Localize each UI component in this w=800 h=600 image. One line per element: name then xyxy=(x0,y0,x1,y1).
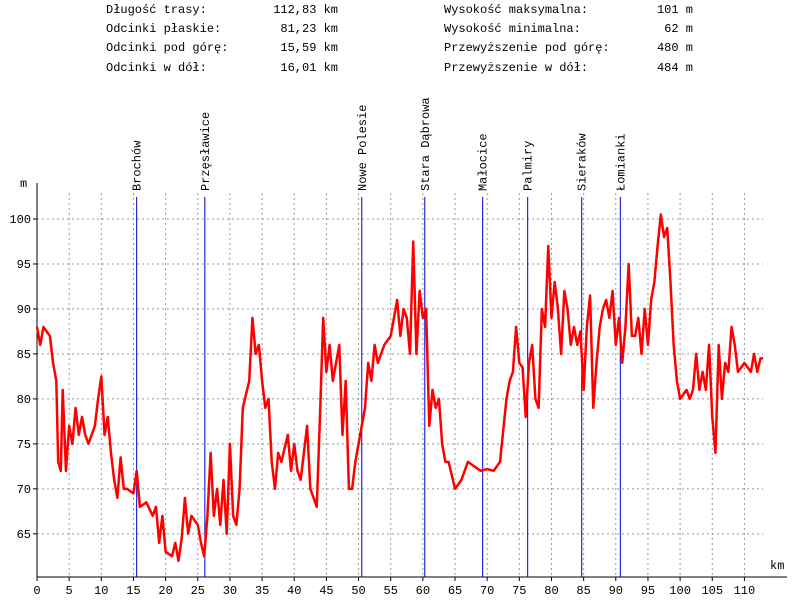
place-label: Łomianki xyxy=(614,133,628,191)
y-tick-label: 75 xyxy=(17,438,31,452)
x-tick-label: 70 xyxy=(480,584,494,598)
stat-value: 480 m xyxy=(657,41,693,55)
x-axis-label: km xyxy=(770,559,784,573)
stat-label: Wysokość maksymalna: xyxy=(444,3,588,17)
y-tick-label: 95 xyxy=(17,258,31,272)
y-tick-label: 70 xyxy=(17,483,31,497)
stat-value: 112,83 km xyxy=(273,3,338,17)
stat-label: Długość trasy: xyxy=(106,3,207,17)
stat-value: 16,01 km xyxy=(280,61,338,75)
stat-label: Wysokość minimalna: xyxy=(444,22,581,36)
stat-label: Odcinki w dół: xyxy=(106,61,207,75)
place-label: Stara Dąbrowa xyxy=(419,97,433,191)
stat-label: Odcinki pod górę: xyxy=(106,41,228,55)
x-tick-label: 35 xyxy=(255,584,269,598)
x-tick-label: 20 xyxy=(158,584,172,598)
x-tick-label: 85 xyxy=(576,584,590,598)
y-tick-label: 100 xyxy=(9,213,31,227)
x-tick-label: 65 xyxy=(448,584,462,598)
x-tick-label: 90 xyxy=(609,584,623,598)
y-tick-label: 80 xyxy=(17,393,31,407)
stat-value: 62 m xyxy=(664,22,693,36)
y-tick-label: 85 xyxy=(17,348,31,362)
stat-value: 101 m xyxy=(657,3,693,17)
x-tick-label: 50 xyxy=(351,584,365,598)
x-tick-label: 45 xyxy=(319,584,333,598)
stat-label: Przewyższenie pod górę: xyxy=(444,41,610,55)
x-tick-label: 80 xyxy=(544,584,558,598)
y-axis-label: m xyxy=(20,177,27,191)
place-label: Nowe Polesie xyxy=(356,105,370,191)
place-label: Sieraków xyxy=(576,133,590,191)
x-tick-label: 105 xyxy=(701,584,723,598)
x-tick-label: 95 xyxy=(641,584,655,598)
x-tick-label: 5 xyxy=(66,584,73,598)
x-tick-label: 75 xyxy=(512,584,526,598)
stat-value: 484 m xyxy=(657,61,693,75)
place-label: Palmiry xyxy=(522,141,536,191)
x-tick-label: 110 xyxy=(734,584,756,598)
x-tick-label: 55 xyxy=(384,584,398,598)
place-label: Przęsławice xyxy=(199,112,213,191)
stat-value: 15,59 km xyxy=(280,41,338,55)
x-tick-label: 100 xyxy=(669,584,691,598)
x-tick-label: 10 xyxy=(94,584,108,598)
y-tick-label: 90 xyxy=(17,303,31,317)
x-tick-label: 30 xyxy=(223,584,237,598)
place-label: Brochów xyxy=(131,140,145,191)
elevation-line xyxy=(35,213,764,563)
x-tick-label: 60 xyxy=(416,584,430,598)
x-tick-label: 15 xyxy=(126,584,140,598)
stat-value: 81,23 km xyxy=(280,22,338,36)
y-tick-label: 65 xyxy=(17,528,31,542)
stat-label: Przewyższenie w dół: xyxy=(444,61,588,75)
stat-label: Odcinki płaskie: xyxy=(106,22,221,36)
x-tick-label: 0 xyxy=(33,584,40,598)
x-tick-label: 40 xyxy=(287,584,301,598)
x-tick-label: 25 xyxy=(191,584,205,598)
place-label: Małocice xyxy=(477,133,491,191)
